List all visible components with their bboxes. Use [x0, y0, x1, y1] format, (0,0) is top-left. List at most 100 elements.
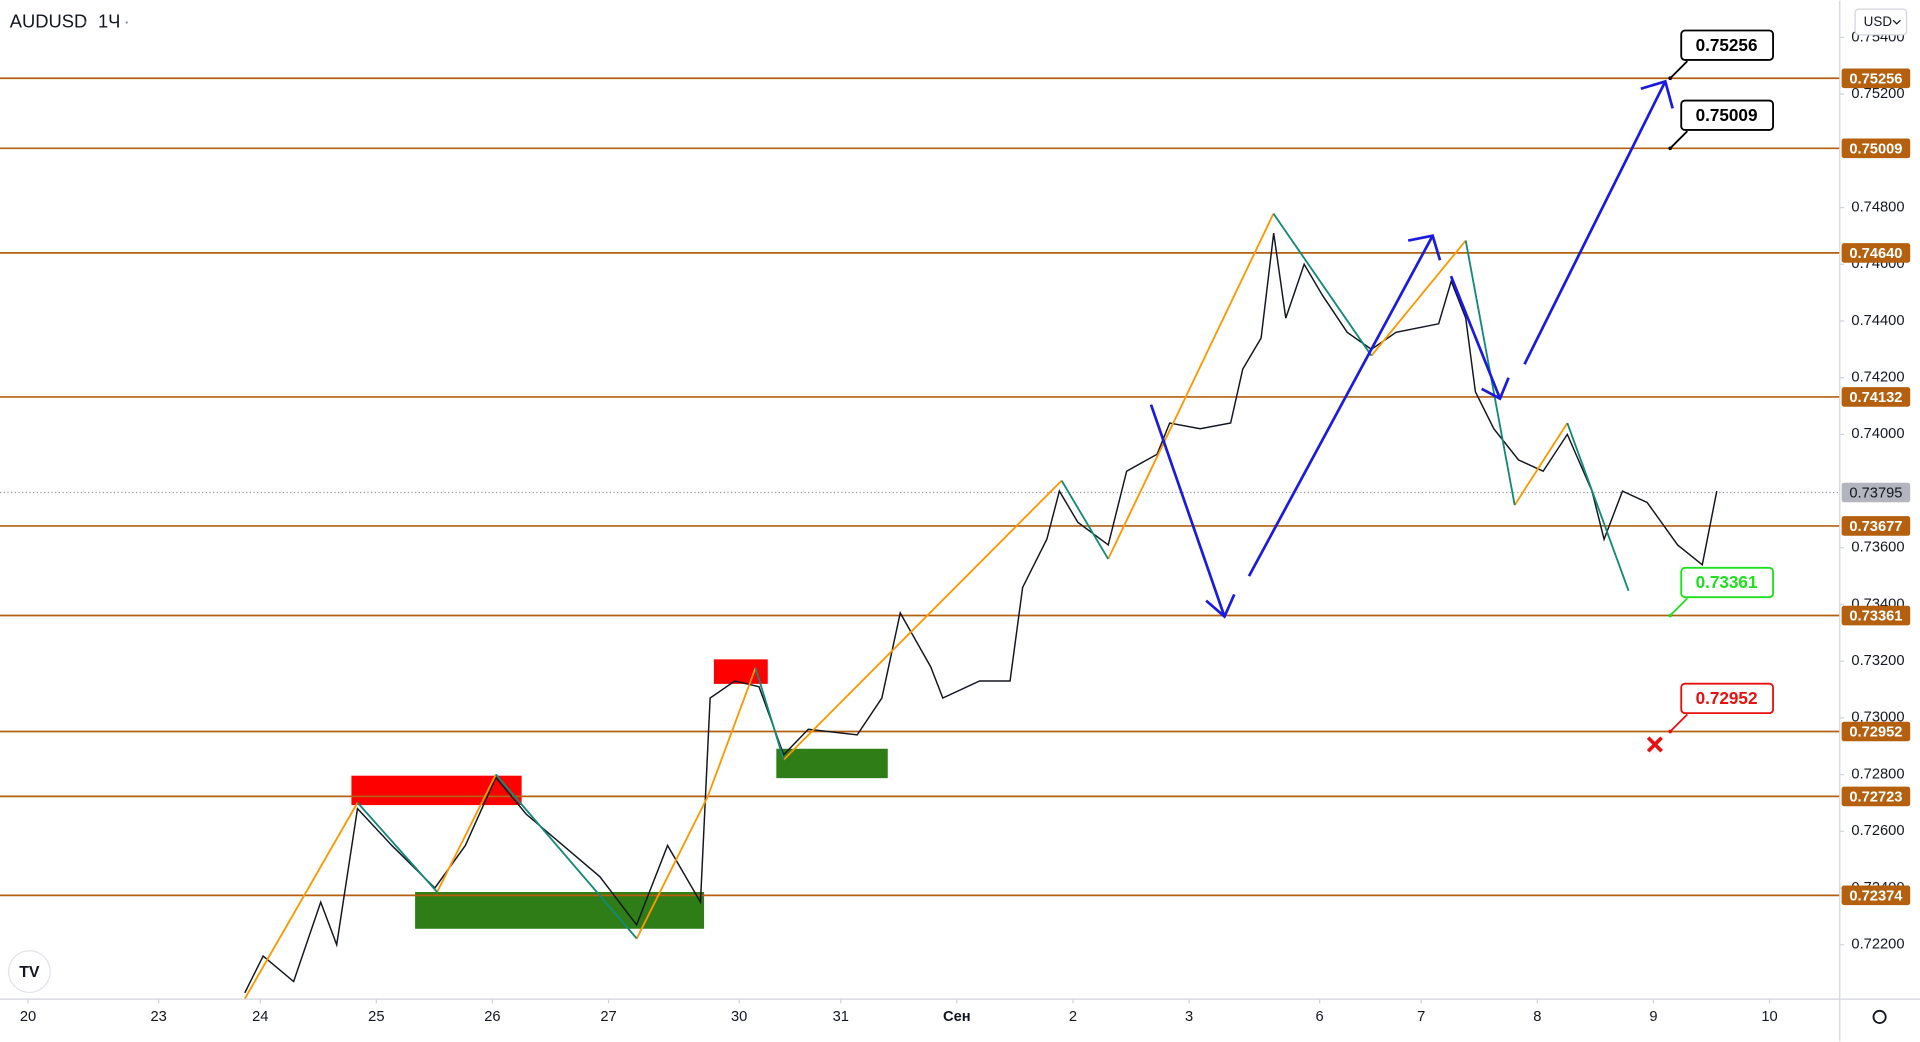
separator: ·: [82, 10, 88, 31]
demand-zone: [415, 892, 705, 929]
y-tick-label: 0.73600: [1851, 540, 1904, 556]
y-tick-label: 0.73200: [1851, 653, 1904, 669]
wave-drawings: [244, 213, 1630, 1000]
wave-up: [783, 479, 1063, 761]
level-label-box: [1841, 516, 1911, 536]
wave-up: [436, 774, 497, 893]
target-label: 0.75009: [1696, 105, 1758, 125]
target-pointer: [1669, 597, 1688, 617]
level-label-box: [1841, 243, 1911, 263]
target-pointer: [1669, 713, 1688, 733]
logo[interactable]: [7, 950, 51, 994]
y-tick-label: 0.74200: [1851, 370, 1904, 386]
level-label-box: [1841, 721, 1911, 742]
target-box: [1680, 99, 1774, 131]
level-label-box: [1841, 885, 1911, 906]
level-label-box: [1841, 786, 1911, 807]
wave-up: [244, 802, 359, 1000]
x-tick-label: 31: [833, 1009, 849, 1025]
x-tick-label: 20: [20, 1009, 36, 1025]
levels: [0, 77, 1840, 897]
level-label: 0.72723: [1849, 790, 1902, 806]
targets: 0.75256 0.75009 0.73361 0.72952: [1668, 29, 1774, 734]
demand-zone: [776, 748, 888, 779]
level-label: 0.75256: [1849, 71, 1902, 87]
level-label: 0.74132: [1849, 390, 1902, 406]
level-label: 0.73361: [1849, 609, 1902, 625]
level-label: 0.72952: [1849, 725, 1902, 741]
x-tick-label: 25: [368, 1009, 384, 1025]
arrow-head: [1640, 79, 1674, 109]
x-tick-label: 30: [731, 1009, 747, 1025]
target-box: [1680, 682, 1774, 715]
level-label: 0.74640: [1849, 246, 1902, 262]
wave-down: [1272, 213, 1373, 357]
target-box: [1680, 29, 1774, 61]
last-price-label: 0.73795: [1849, 486, 1902, 502]
y-tick-label: 0.74800: [1851, 199, 1904, 215]
cross-line: [1646, 736, 1663, 753]
x-tick-label: 8: [1533, 1009, 1541, 1025]
wave-up: [1107, 213, 1275, 560]
last-price-box: [1841, 482, 1911, 503]
target-label: 0.73361: [1696, 572, 1758, 592]
x-tick-label: 24: [252, 1009, 268, 1025]
price-line: [244, 232, 1718, 994]
arrow: [1523, 80, 1667, 365]
target-label: 0.72952: [1696, 688, 1758, 708]
wave-down: [1566, 422, 1630, 592]
separator: ·: [124, 10, 130, 31]
level-label: 0.72374: [1849, 888, 1903, 904]
wave-down: [495, 773, 638, 940]
x-tick-label: 27: [600, 1009, 616, 1025]
supply-zone: [351, 775, 522, 806]
level-label: 0.75009: [1849, 141, 1902, 157]
logo-mark: TV: [19, 964, 40, 981]
wave-up: [1370, 240, 1467, 357]
x-tick-label: Сен: [943, 1009, 971, 1025]
x-tick-label: 10: [1761, 1009, 1777, 1025]
wave-up: [635, 667, 757, 939]
target-label: 0.75256: [1696, 35, 1758, 55]
y-tick-label: 0.72200: [1851, 937, 1904, 953]
dropdown-caret: [1892, 19, 1901, 25]
currency-button[interactable]: [1854, 8, 1908, 36]
axes: 0.754000.752000.748000.746000.744000.742…: [20, 29, 1911, 1025]
wave-down: [356, 802, 438, 893]
wave-up: [1513, 422, 1569, 506]
level-label-box: [1841, 138, 1911, 159]
symbol: AUDUSD: [10, 10, 88, 31]
y-tick-label: 0.74000: [1851, 426, 1904, 442]
arrow-head: [1407, 234, 1442, 261]
level-label-box: [1841, 387, 1911, 407]
x-tick-label: 26: [484, 1009, 500, 1025]
y-tick-label: 0.75200: [1851, 86, 1904, 102]
target-pointer: [1669, 130, 1688, 149]
level-label-box: [1841, 605, 1911, 626]
wave-down: [754, 667, 785, 761]
y-tick-label: 0.72800: [1851, 766, 1904, 782]
arrow-head: [1480, 377, 1510, 401]
y-tick-label: 0.74400: [1851, 313, 1904, 329]
currency-label[interactable]: USD: [1864, 14, 1893, 29]
x-tick-label: 6: [1316, 1009, 1324, 1025]
arrow: [1449, 275, 1502, 400]
level-label-box: [1841, 68, 1911, 89]
arrow: [1149, 404, 1226, 617]
arrow: [1247, 235, 1434, 577]
stop-mark: [1646, 736, 1663, 753]
settings-icon[interactable]: [1872, 1009, 1887, 1024]
x-tick-label: 2: [1069, 1009, 1077, 1025]
y-tick-label: 0.72600: [1851, 823, 1904, 839]
target-pointer: [1669, 60, 1688, 79]
wave-down: [1060, 480, 1109, 560]
x-tick-label: 9: [1649, 1009, 1657, 1025]
x-tick-label: 3: [1185, 1009, 1193, 1025]
x-tick-label: 23: [150, 1009, 166, 1025]
x-tick-label: 7: [1417, 1009, 1425, 1025]
interval[interactable]: 1Ч: [98, 10, 120, 31]
level-label: 0.73677: [1849, 519, 1902, 535]
target-box: [1680, 566, 1774, 599]
arrow-head: [1205, 593, 1236, 619]
